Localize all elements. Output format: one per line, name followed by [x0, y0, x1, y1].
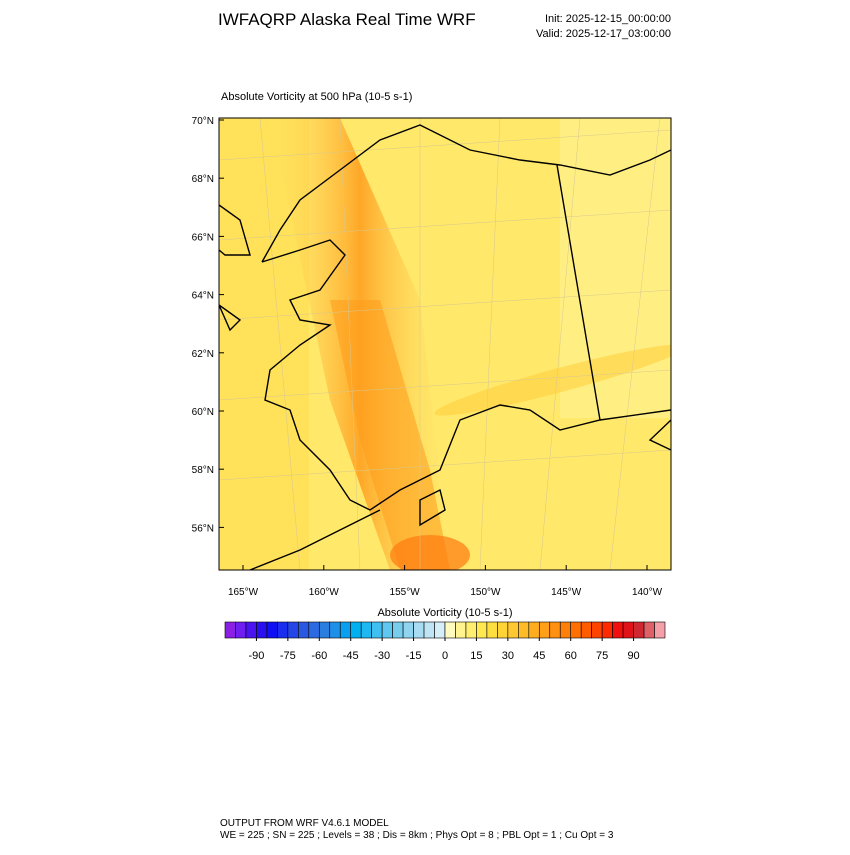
init-time: Init: 2025-12-15_00:00:00	[545, 13, 671, 25]
main-title: IWFAQRP Alaska Real Time WRF	[218, 10, 476, 29]
colorbar-swatch	[434, 621, 446, 639]
colorbar-tick-label: 90	[627, 650, 639, 662]
lon-label: 140°W	[632, 587, 663, 598]
colorbar-swatch	[329, 621, 341, 639]
colorbar-swatch	[381, 621, 393, 639]
colorbar-swatch	[643, 621, 655, 639]
colorbar-swatch	[570, 621, 582, 639]
colorbar-tick-label: -30	[374, 650, 390, 662]
footer-line: WE = 225 ; SN = 225 ; Levels = 38 ; Dis …	[220, 830, 614, 841]
lon-label: 150°W	[470, 587, 501, 598]
colorbar-swatch	[371, 621, 383, 639]
footer-line: OUTPUT FROM WRF V4.6.1 MODEL	[220, 818, 389, 829]
colorbar-swatch	[559, 621, 572, 639]
colorbar-swatch	[465, 621, 477, 639]
colorbar-swatch	[507, 621, 519, 639]
lat-label: 62°N	[192, 349, 214, 360]
colorbar-tick-label: 0	[442, 650, 448, 662]
lat-label: 56°N	[192, 523, 214, 534]
colorbar-swatch	[298, 621, 310, 639]
colorbar-swatch	[444, 621, 456, 639]
colorbar-tick-label: 45	[533, 650, 545, 662]
lat-label: 64°N	[192, 291, 214, 302]
colorbar-swatch	[528, 621, 540, 639]
colorbar-swatch	[266, 621, 278, 639]
colorbar-tick-label: -75	[280, 650, 296, 662]
colorbar-swatch	[402, 621, 414, 639]
colorbar-swatch	[654, 621, 666, 639]
lon-label: 145°W	[551, 587, 582, 598]
colorbar-tick-label: 15	[470, 650, 482, 662]
colorbar-swatch	[245, 621, 257, 639]
colorbar-swatch	[538, 621, 551, 639]
colorbar-swatch	[308, 621, 320, 639]
colorbar-swatch	[486, 621, 498, 639]
colorbar-swatch	[591, 621, 603, 639]
colorbar-swatch	[256, 621, 268, 639]
colorbar-tick-label: -45	[343, 650, 359, 662]
colorbar-swatch	[601, 621, 613, 639]
lat-label: 66°N	[192, 232, 214, 243]
colorbar-swatch	[455, 621, 467, 639]
colorbar-tick-label: 60	[565, 650, 577, 662]
colorbar-swatch	[224, 621, 236, 639]
colorbar-tick-label: 75	[596, 650, 608, 662]
map-frame	[218, 117, 672, 571]
colorbar-tick-label: 30	[502, 650, 514, 662]
lat-label: 58°N	[192, 465, 214, 476]
colorbar-swatch	[612, 621, 624, 639]
colorbar-swatch	[339, 621, 352, 639]
lon-label: 155°W	[390, 587, 421, 598]
colorbar-swatch	[622, 621, 634, 639]
colorbar-swatch	[549, 621, 561, 639]
colorbar-swatch	[350, 621, 362, 639]
lon-label: 160°W	[309, 587, 340, 598]
valid-time: Valid: 2025-12-17_03:00:00	[536, 28, 671, 40]
colorbar-swatch	[580, 621, 592, 639]
colorbar-swatch	[413, 621, 425, 639]
colorbar-swatch	[497, 621, 509, 639]
lon-label: 165°W	[228, 587, 259, 598]
colorbar-swatch	[360, 621, 372, 639]
lat-label: 70°N	[192, 116, 214, 127]
colorbar-swatch	[277, 621, 289, 639]
colorbar-swatch	[518, 621, 530, 639]
colorbar-tick-label: -90	[248, 650, 264, 662]
plot-title: Absolute Vorticity at 500 hPa (10-5 s-1)	[221, 91, 412, 103]
lat-label: 60°N	[192, 407, 214, 418]
colorbar-title: Absolute Vorticity (10-5 s-1)	[377, 607, 512, 619]
colorbar-tick-label: -60	[311, 650, 327, 662]
colorbar-swatch	[318, 621, 331, 639]
colorbar-swatch	[235, 621, 247, 639]
colorbar-swatch	[633, 621, 645, 639]
colorbar-swatch	[287, 621, 299, 639]
colorbar-swatch	[392, 621, 404, 639]
colorbar-swatch	[476, 621, 488, 639]
colorbar-tick-label: -15	[406, 650, 422, 662]
vorticity-field	[219, 118, 671, 570]
lat-label: 68°N	[192, 174, 214, 185]
colorbar-swatch	[423, 621, 435, 639]
